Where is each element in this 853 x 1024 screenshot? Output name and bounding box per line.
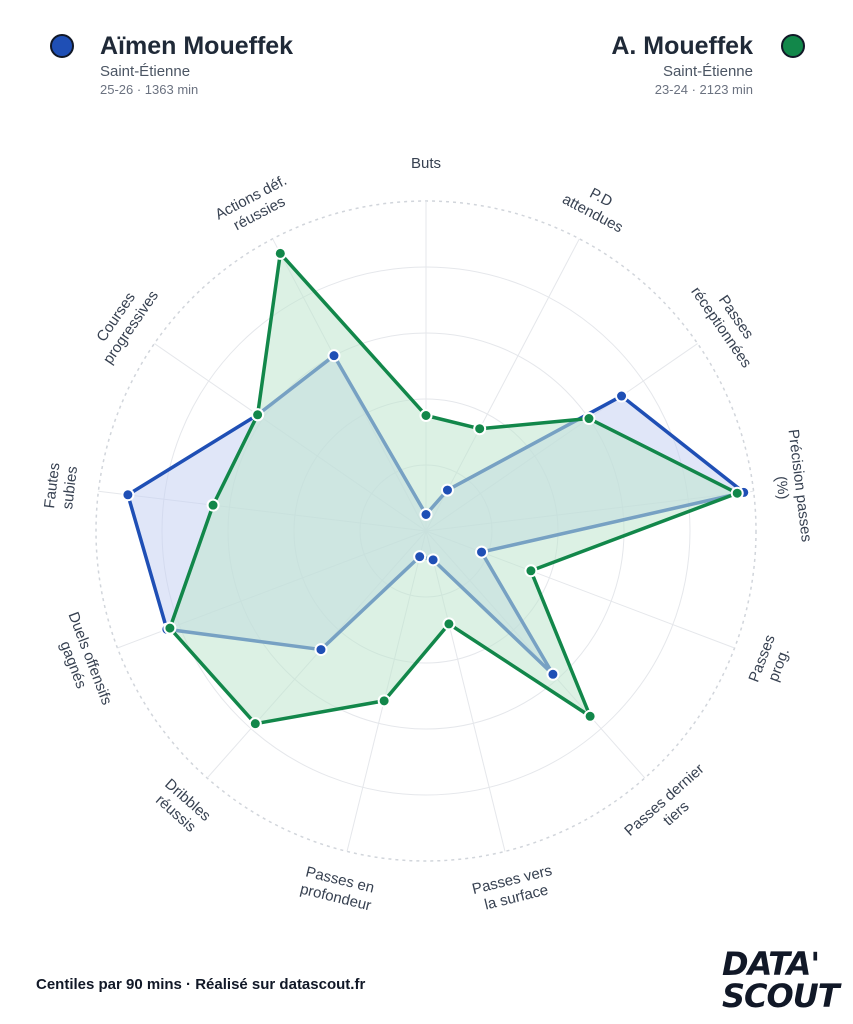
axis-label: Dribblesréussis xyxy=(149,776,213,839)
series-2-point xyxy=(583,709,597,723)
player-2-color-dot xyxy=(781,34,805,58)
series-2-point xyxy=(251,408,265,422)
player-1-color-dot xyxy=(50,34,74,58)
axis-label: Buts xyxy=(411,155,441,172)
axis-label-line: subies xyxy=(59,465,81,510)
series-2-point xyxy=(730,486,744,500)
series-1-point xyxy=(327,349,341,363)
player-1-name: Aïmen Moueffek xyxy=(100,32,294,60)
axis-label: Passesréceptionnées xyxy=(687,274,769,371)
series-2-point xyxy=(582,412,596,426)
player-1-header: Aïmen Moueffek Saint-Étienne 25-26 · 136… xyxy=(48,30,293,99)
series-2-point xyxy=(419,409,433,422)
series-2-point xyxy=(163,621,177,635)
series-1-point xyxy=(121,488,135,502)
axis-label: Passes versla surface xyxy=(470,862,558,915)
datascout-logo: DATA' SCOUT xyxy=(722,945,840,1015)
axis-label: P.Dattendues xyxy=(559,175,634,237)
series-1-point xyxy=(419,508,433,521)
axis-label: Passes derniertiers xyxy=(621,761,719,854)
player-2-meta: 23-24 · 2123 min xyxy=(654,82,753,97)
series-2-point xyxy=(377,694,391,708)
logo-line-1: DATA' xyxy=(722,945,820,983)
player-2-name: A. Moueffek xyxy=(611,32,753,60)
player-2-header: A. Moueffek Saint-Étienne 23-24 · 2123 m… xyxy=(611,30,805,99)
series-2-point xyxy=(273,246,287,260)
footer-caption: Centiles par 90 mins · Réalisé sur datas… xyxy=(36,976,366,993)
series-1-point xyxy=(413,550,427,564)
series-2-point xyxy=(206,498,220,512)
axis-label: Fautessubies xyxy=(41,462,81,512)
series-1-point xyxy=(314,643,328,657)
series-2-point xyxy=(473,422,487,436)
series-2-point xyxy=(524,564,538,578)
series-1-point xyxy=(615,389,629,403)
axis-label: Passes enprofondeur xyxy=(298,863,377,914)
axis-label: Duels offensifsgagnés xyxy=(48,610,116,714)
axis-label: Actions déf.réussies xyxy=(212,172,298,239)
series-2-point xyxy=(442,617,456,631)
series-1-point xyxy=(475,545,489,559)
player-2-club: Saint-Étienne xyxy=(662,63,753,80)
player-1-club: Saint-Étienne xyxy=(100,63,191,80)
axis-label-line: Fautes xyxy=(41,462,63,510)
axis-label-line: (%) xyxy=(772,475,792,500)
series-1-point xyxy=(546,667,560,681)
series-1-point xyxy=(426,553,440,567)
axis-label: Passesprog. xyxy=(745,632,795,690)
logo-line-2: SCOUT xyxy=(722,977,840,1015)
series-2-point xyxy=(248,717,262,731)
series-1-point xyxy=(440,483,454,497)
axis-label: Précision passes(%) xyxy=(767,428,815,545)
player-1-meta: 25-26 · 1363 min xyxy=(100,82,199,97)
axis-label: Coursesprogressives xyxy=(85,277,162,367)
axis-label-line: Buts xyxy=(411,155,441,172)
axis-label-line: Passes dernier xyxy=(621,761,707,840)
